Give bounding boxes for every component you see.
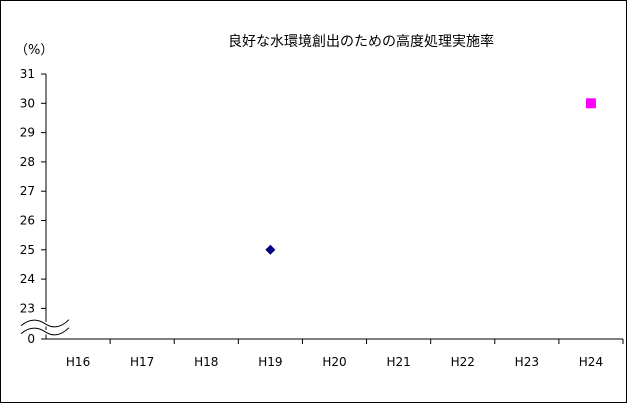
x-axis-ticks: H16 H17 H18 H19 H20 H21 H22 H23 H24 — [66, 339, 624, 369]
x-tick-label: H23 — [515, 355, 539, 369]
y-tick-label: 23 — [20, 301, 35, 315]
x-tick-label: H24 — [579, 355, 603, 369]
y-tick-label: 28 — [20, 155, 35, 169]
data-point-diamond — [265, 244, 276, 255]
x-tick-label: H19 — [258, 355, 282, 369]
x-tick-label: H16 — [66, 355, 90, 369]
x-tick-label: H18 — [194, 355, 218, 369]
y-tick-label: 29 — [20, 126, 35, 140]
chart-marks — [265, 98, 596, 255]
chart-axes — [19, 74, 623, 340]
y-tick-label: 0 — [27, 332, 35, 346]
y-tick-label: 26 — [20, 214, 35, 228]
y-tick-label: 27 — [20, 184, 35, 198]
axis-break-line — [20, 319, 70, 328]
y-tick-label: 30 — [20, 96, 35, 110]
y-axis-unit-label: （%） — [15, 43, 54, 58]
y-axis-ticks: 31 30 29 28 27 26 25 24 23 0 — [20, 67, 46, 346]
x-tick-label: H21 — [386, 355, 410, 369]
data-point-square — [585, 98, 596, 109]
x-tick-label: H17 — [130, 355, 154, 369]
y-tick-label: 24 — [20, 272, 35, 286]
axis-break-line — [20, 327, 70, 336]
y-tick-label: 25 — [20, 243, 35, 257]
y-tick-label: 31 — [20, 67, 35, 81]
chart-title: 良好な水環境創出のための高度処理実施率 — [228, 34, 494, 50]
x-tick-label: H22 — [451, 355, 475, 369]
x-tick-label: H20 — [322, 355, 346, 369]
